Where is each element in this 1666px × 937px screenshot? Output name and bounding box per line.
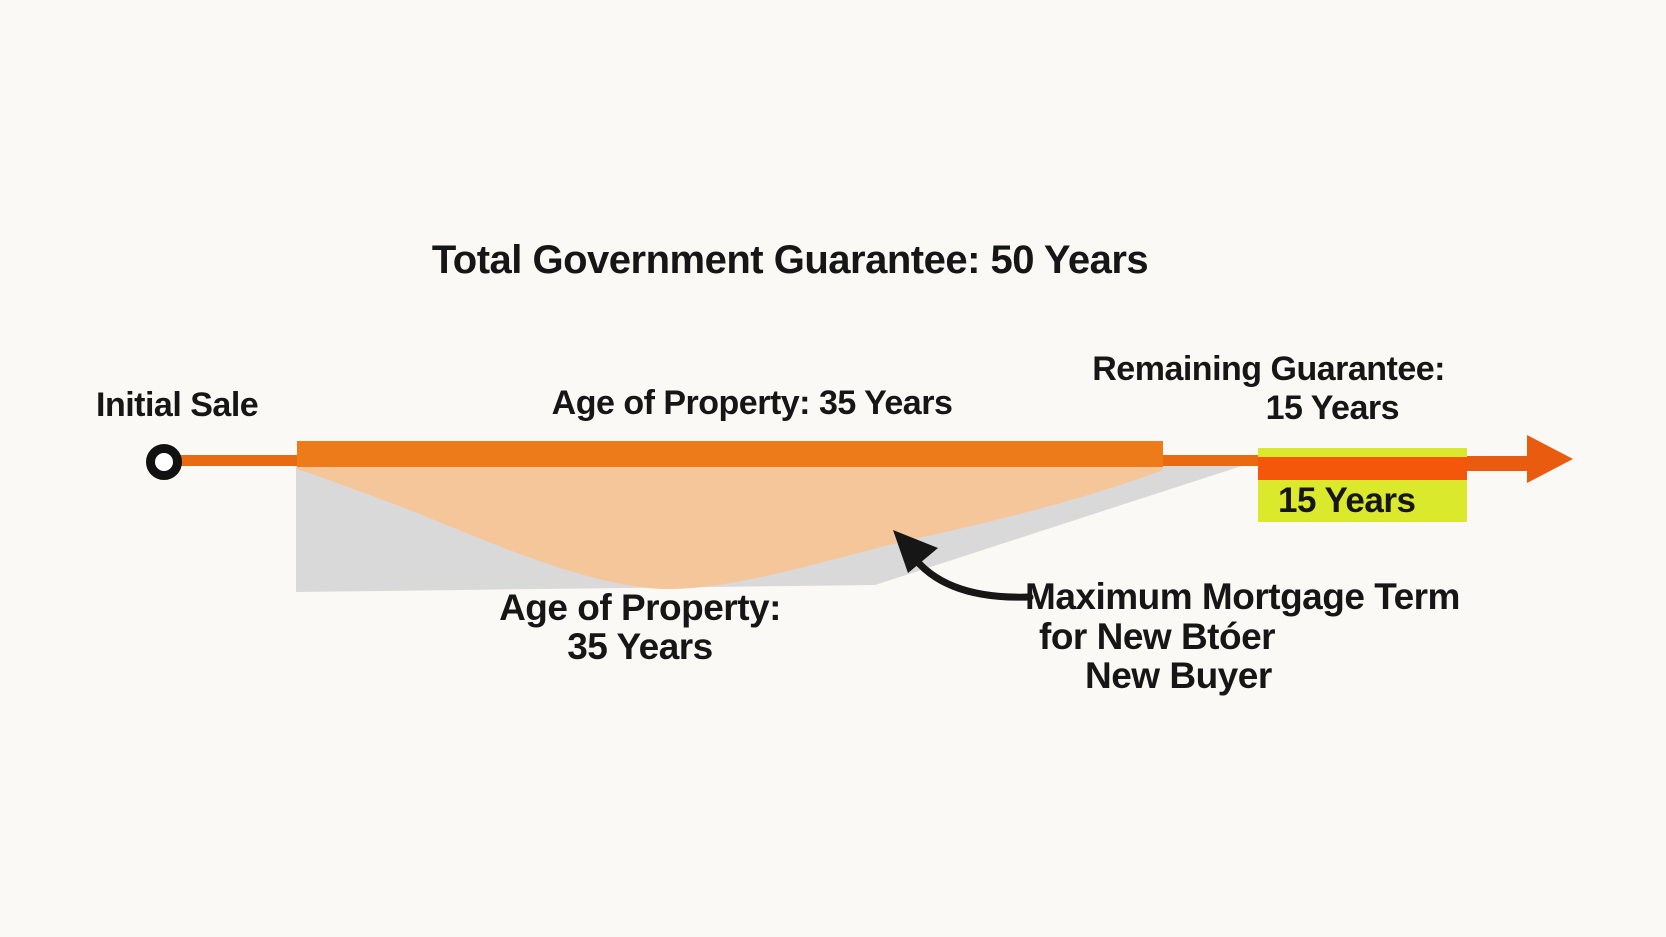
timeline-line-right <box>1163 455 1259 466</box>
timeline-arrowhead-icon <box>1527 435 1573 483</box>
remaining-guarantee-bar-segment <box>1258 457 1467 480</box>
annotation-line2: for New Btóer <box>1039 615 1276 657</box>
annotation-line3: New Buyer <box>1085 655 1272 696</box>
annotation-line1: Maximum Mortgage Term <box>1025 576 1460 617</box>
age-of-property-bar <box>297 441 1163 467</box>
age-of-property-top-label: Age of Property: 35 Years <box>551 384 953 422</box>
highlight-box-label: 15 Years <box>1278 481 1416 520</box>
age-of-property-bottom-label-line2: 35 Years <box>567 626 713 667</box>
age-of-property-bottom-label-line1: Age of Property: <box>499 587 781 628</box>
diagram-title: Total Government Guarantee: 50 Years <box>431 238 1149 282</box>
initial-sale-label: Initial Sale <box>96 386 259 424</box>
annotation-arrow-curve <box>908 551 1034 601</box>
initial-sale-marker-icon <box>146 444 182 480</box>
remaining-guarantee-label: Remaining Guarantee: 15 Years <box>1000 350 1445 428</box>
timeline-arrow-shaft <box>1467 456 1529 471</box>
peach-property-age-shape <box>297 466 1163 589</box>
timeline-line-left <box>176 455 298 466</box>
remaining-guarantee-label-line1: Remaining Guarantee: <box>1092 350 1445 388</box>
annotation-arrowhead-icon <box>893 530 938 573</box>
age-of-property-bottom-label: Age of Property: 35 Years <box>390 588 890 666</box>
remaining-guarantee-label-line2: 15 Years <box>1265 389 1400 427</box>
max-mortgage-term-annotation: Maximum Mortgage Term for New Btóer New … <box>1025 577 1460 696</box>
